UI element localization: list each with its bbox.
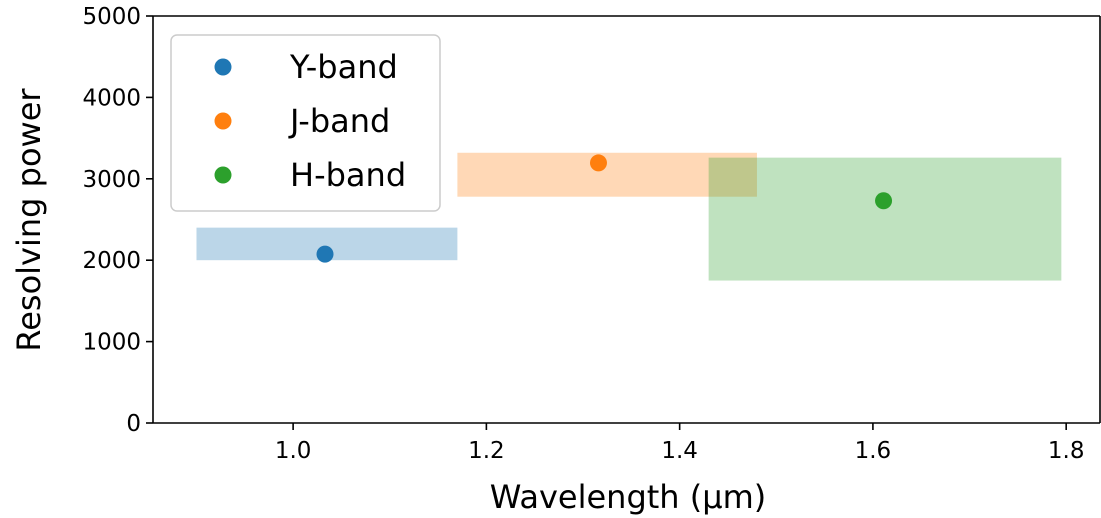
data-point-1 [589, 154, 607, 172]
legend: Y-band J-band H-band [170, 34, 441, 212]
data-points [316, 154, 893, 263]
y-tick-label: 3000 [82, 167, 141, 193]
legend-marker-2 [214, 166, 232, 184]
x-tick-label: 1.6 [855, 438, 892, 464]
y-tick-label: 0 [126, 411, 141, 437]
x-tick-label: 1.8 [1048, 438, 1085, 464]
data-point-2 [875, 192, 893, 210]
y-tick-label: 5000 [82, 4, 141, 30]
x-tick-label: 1.2 [468, 438, 505, 464]
legend-label-2: H-band [290, 156, 406, 194]
x-tick-label: 1.0 [275, 438, 312, 464]
legend-marker-1 [214, 112, 232, 130]
axes [152, 15, 1101, 424]
y-tick-label: 4000 [82, 85, 141, 111]
legend-marker-0 [214, 58, 232, 76]
legend-label-1: J-band [288, 102, 390, 140]
data-point-0 [316, 245, 334, 263]
band-ranges [196, 152, 1062, 281]
x-axis-label: Wavelength (µm) [490, 478, 767, 516]
range-box-2 [708, 157, 1062, 281]
x-tick-label: 1.4 [661, 438, 698, 464]
x-ticks: 1.0 1.2 1.4 1.6 1.8 [275, 423, 1085, 464]
y-axis-label: Resolving power [10, 88, 48, 352]
y-tick-label: 2000 [82, 248, 141, 274]
range-box-1 [457, 152, 757, 197]
legend-box [170, 34, 441, 212]
y-tick-label: 1000 [82, 330, 141, 356]
y-ticks: 0 1000 2000 3000 4000 5000 [82, 4, 153, 437]
legend-label-0: Y-band [289, 48, 398, 86]
